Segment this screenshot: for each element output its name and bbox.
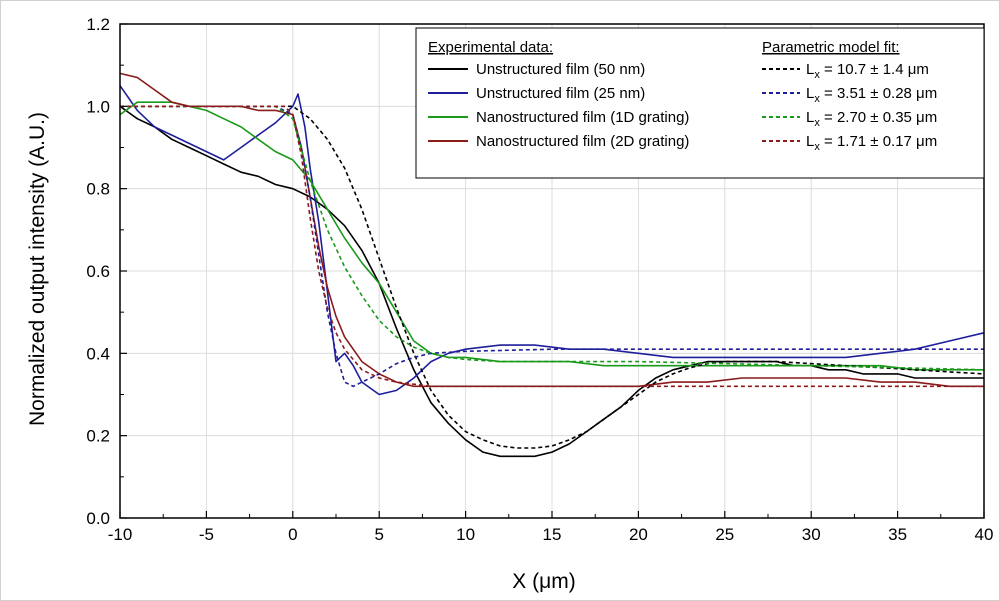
- legend-fit-label-2: Lx = 2.70 ± 0.35 μm: [806, 109, 937, 129]
- fit-line-3: [120, 105, 984, 388]
- legend-fit-header: Parametric model fit:: [762, 39, 900, 56]
- x-tick-label: -5: [199, 525, 214, 544]
- legend-label-1: Unstructured film (25 nm): [476, 85, 645, 102]
- x-tick-label: 40: [975, 525, 994, 544]
- y-tick-label: 1.0: [86, 97, 110, 116]
- y-tick-label: 1.2: [86, 15, 110, 34]
- y-tick-label: 0.8: [86, 180, 110, 199]
- legend-fit-label-1: Lx = 3.51 ± 0.28 μm: [806, 85, 937, 105]
- x-tick-label: 0: [288, 525, 297, 544]
- fit-line-1: [120, 105, 984, 388]
- x-axis-title: X (μm): [512, 570, 575, 593]
- y-tick-label: 0.2: [86, 427, 110, 446]
- x-tick-label: 5: [374, 525, 383, 544]
- series-line-0: [119, 105, 984, 458]
- tick-labels: -10 -5 0 5 10 15 20 25 30 35 40 0.0 0.2 0.4 0.6 0.8 1.0 1…: [86, 15, 993, 544]
- y-tick-label: 0.0: [86, 509, 110, 528]
- fit-line-0: [120, 105, 985, 449]
- legend-box: [415, 27, 985, 179]
- legend-rows: Unstructured film (50 nm) Lx = 10.7 ± 1.4…: [428, 61, 937, 153]
- y-tick-label: 0.4: [86, 344, 110, 363]
- x-tick-label: 10: [456, 525, 475, 544]
- legend-label-3: Nanostructured film (2D grating): [476, 133, 689, 150]
- ticks: [119, 23, 985, 519]
- series-line-1: [119, 85, 985, 396]
- x-tick-label: -10: [108, 525, 133, 544]
- fit-line-2: [120, 105, 985, 371]
- series-layer: [119, 72, 985, 458]
- y-tick-label: 0.6: [86, 262, 110, 281]
- legend-exp-header: Experimental data:: [428, 39, 553, 56]
- legend-label-0: Unstructured film (50 nm): [476, 61, 645, 78]
- x-tick-label: 35: [888, 525, 907, 544]
- x-tick-label: 30: [802, 525, 821, 544]
- y-axis-title: Normalized output intensity (A.U.): [26, 112, 49, 426]
- x-tick-label: 25: [715, 525, 734, 544]
- legend-label-2: Nanostructured film (1D grating): [476, 109, 689, 126]
- x-tick-label: 15: [543, 525, 562, 544]
- legend-fit-label-3: Lx = 1.71 ± 0.17 μm: [806, 133, 937, 153]
- x-tick-label: 20: [629, 525, 648, 544]
- legend: Experimental data: Parametric model fit:…: [415, 27, 985, 179]
- legend-fit-label-0: Lx = 10.7 ± 1.4 μm: [806, 61, 929, 81]
